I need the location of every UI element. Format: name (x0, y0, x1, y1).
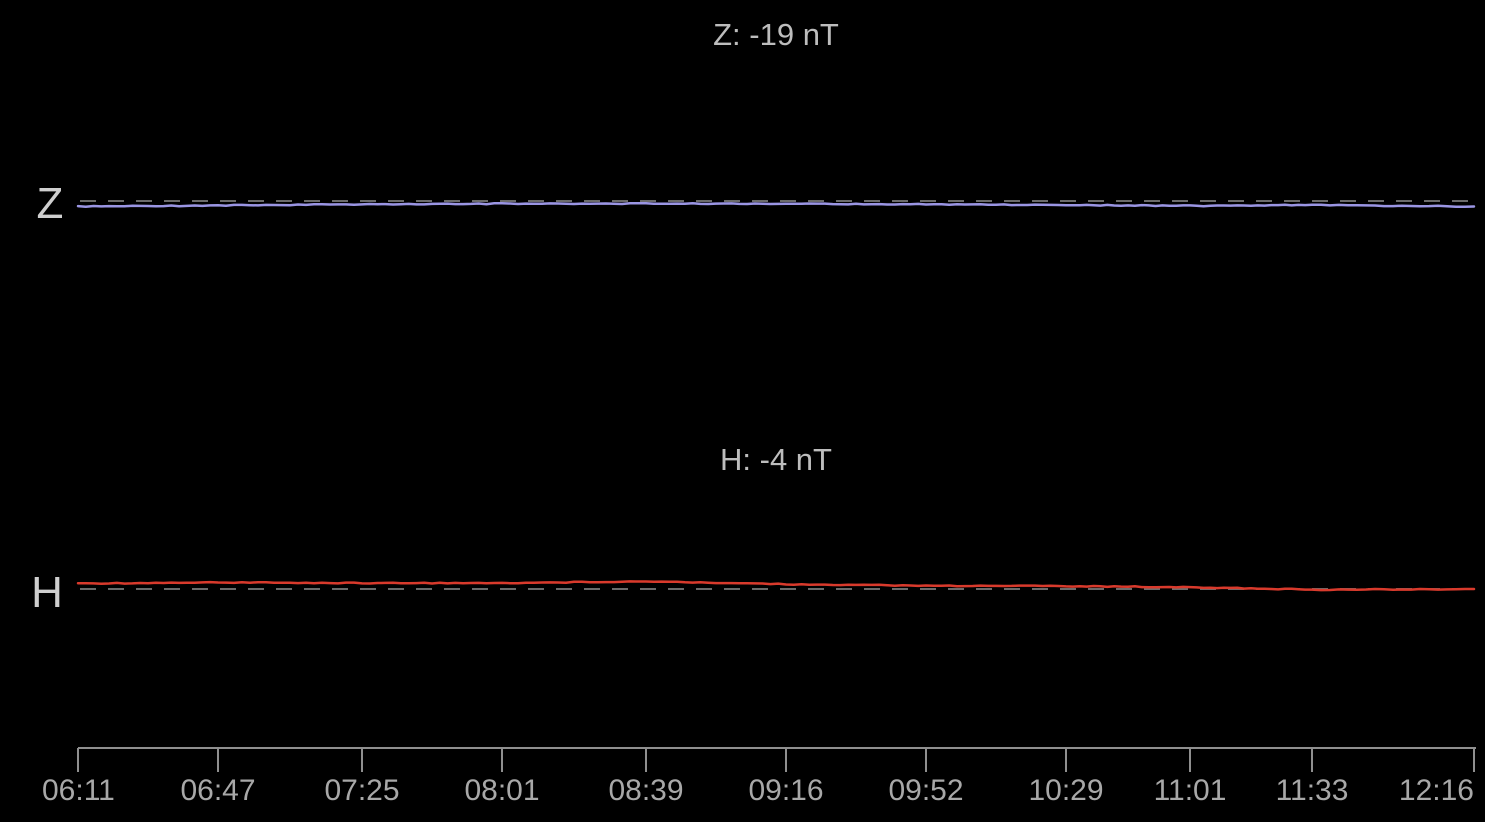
x-tick-label: 06:11 (42, 774, 115, 807)
x-tick-label: 10:29 (1028, 774, 1103, 807)
x-tick-label: 07:25 (324, 774, 399, 807)
x-tick-label: 09:52 (888, 774, 963, 807)
panel-h: H: -4 nT H (31, 442, 1476, 617)
x-axis: 06:11 06:47 07:25 08:01 08:39 09:16 09:52 10:29… (42, 747, 1476, 807)
h-channel-label: H (31, 568, 63, 617)
x-tick-label: 12:16 (1399, 774, 1474, 807)
panel-z: Z: -19 nT Z (37, 17, 1476, 228)
x-tick-label: 08:39 (608, 774, 683, 807)
x-tick-label: 11:01 (1154, 774, 1227, 807)
x-tick-label: 06:47 (180, 774, 255, 807)
h-series-line (76, 580, 1476, 592)
x-tick-label: 09:16 (748, 774, 823, 807)
h-reading-title: H: -4 nT (720, 442, 832, 477)
z-series-line (76, 201, 1476, 209)
x-tick-label: 08:01 (464, 774, 539, 807)
x-tick-label: 11:33 (1276, 774, 1349, 807)
z-reading-title: Z: -19 nT (713, 17, 839, 52)
z-channel-label: Z (37, 179, 64, 228)
